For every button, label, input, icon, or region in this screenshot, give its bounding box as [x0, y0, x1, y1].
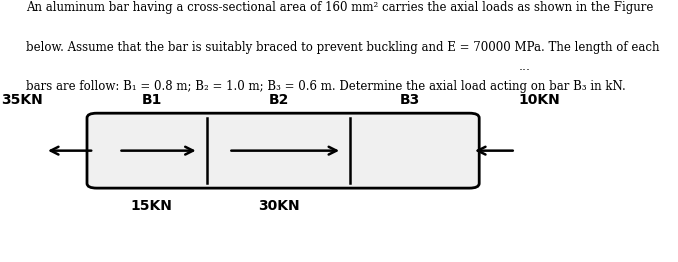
Text: B3: B3 [399, 94, 420, 107]
Text: below. Assume that the bar is suitably braced to prevent buckling and E = 70000 : below. Assume that the bar is suitably b… [26, 41, 660, 54]
Text: 30KN: 30KN [258, 199, 299, 213]
Text: 10KN: 10KN [519, 94, 560, 107]
Text: An aluminum bar having a cross-sectional area of 160 mm² carries the axial loads: An aluminum bar having a cross-sectional… [26, 1, 654, 14]
Text: 15KN: 15KN [131, 199, 173, 213]
FancyBboxPatch shape [87, 113, 479, 188]
Text: B2: B2 [268, 94, 289, 107]
Text: B1: B1 [142, 94, 162, 107]
Text: bars are follow: B₁ = 0.8 m; B₂ = 1.0 m; B₃ = 0.6 m. Determine the axial load ac: bars are follow: B₁ = 0.8 m; B₂ = 1.0 m;… [26, 80, 626, 93]
Text: 35KN: 35KN [1, 94, 43, 107]
Text: ...: ... [519, 60, 530, 73]
